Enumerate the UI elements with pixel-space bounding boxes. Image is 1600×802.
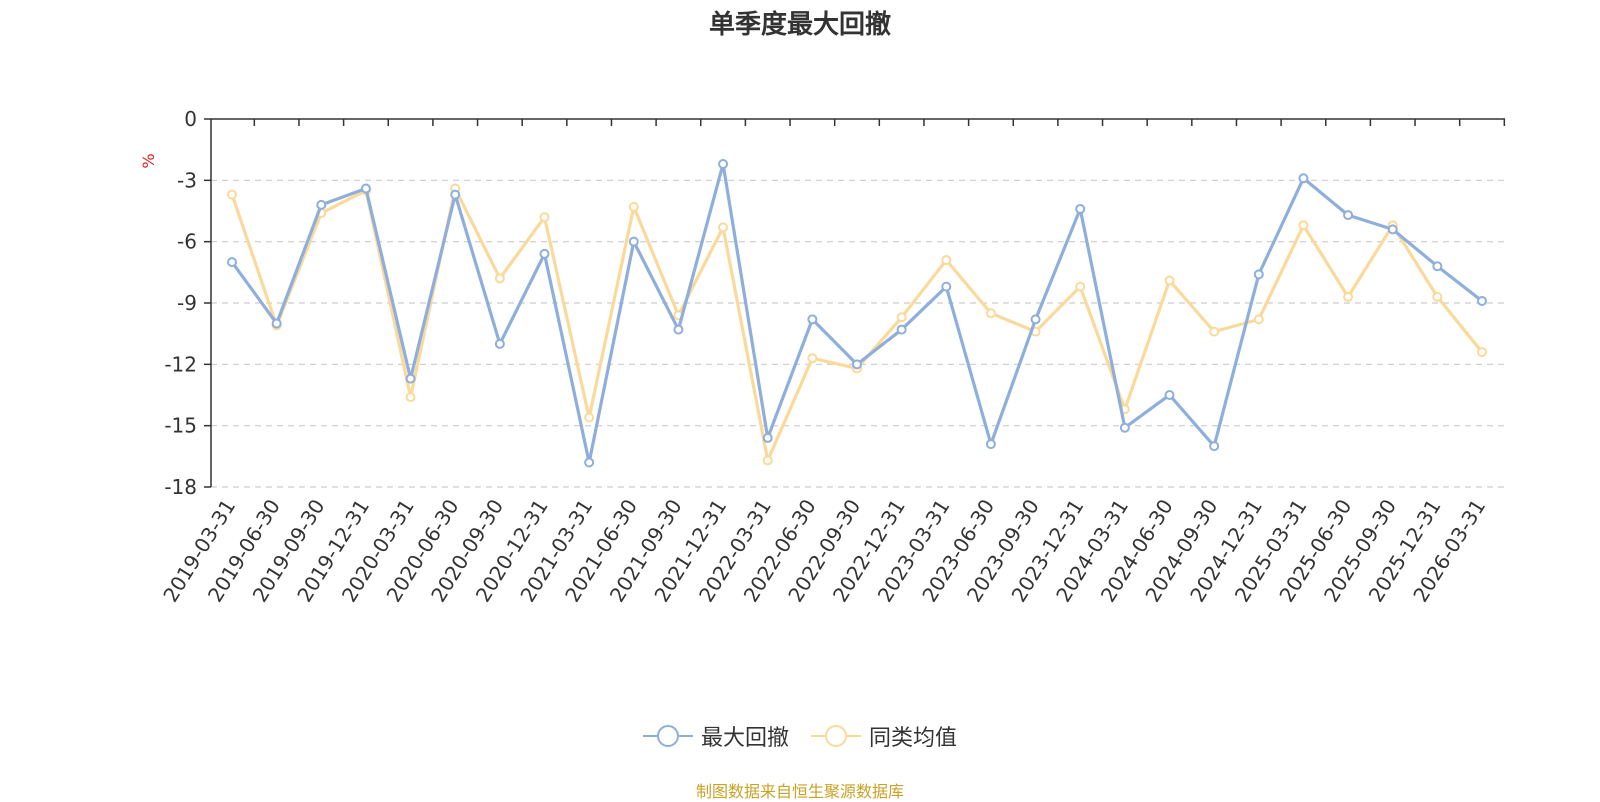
data-point [227, 257, 237, 268]
legend-swatch-marker [825, 725, 847, 747]
legend: 最大回撤 同类均值 [0, 720, 1600, 752]
y-tick-label: -15 [164, 414, 197, 438]
legend-label: 同类均值 [869, 726, 958, 751]
data-point [1387, 224, 1398, 235]
series-lines [227, 158, 1487, 468]
data-point [1075, 281, 1086, 292]
y-tick-label: -9 [177, 291, 197, 315]
legend-swatch [811, 725, 861, 747]
data-point [762, 455, 773, 466]
data-point [1119, 422, 1130, 433]
data-point [896, 312, 907, 323]
data-point [450, 189, 461, 200]
series-1 [227, 158, 1487, 468]
grid-lines [211, 179, 1505, 488]
chart-title: 单季度最大回撤 [708, 10, 891, 40]
data-point [539, 212, 550, 223]
y-tick-label: -18 [164, 475, 197, 499]
data-point [762, 432, 773, 443]
data-point [1164, 390, 1175, 400]
series-2 [227, 183, 1487, 466]
data-point [405, 392, 416, 403]
data-point [1343, 291, 1354, 302]
data-point [316, 199, 327, 210]
data-point [852, 359, 862, 370]
data-point [1432, 261, 1443, 272]
data-point [1477, 347, 1487, 358]
data-point [807, 353, 818, 364]
data-point [985, 439, 996, 450]
data-point [1298, 173, 1309, 184]
legend-swatch [642, 725, 693, 747]
data-point [494, 273, 505, 284]
data-point [941, 281, 952, 292]
data-point [628, 201, 639, 212]
data-point [1477, 295, 1487, 306]
data-point [1075, 203, 1086, 214]
data-point [1164, 275, 1175, 286]
legend-swatch-marker [656, 725, 679, 747]
data-point [539, 248, 550, 259]
data-point [1030, 314, 1041, 325]
data-point [1209, 326, 1220, 337]
data-point [360, 183, 371, 194]
data-point [1343, 210, 1354, 221]
data-point [1253, 269, 1264, 280]
y-axis-label: % [139, 153, 158, 168]
data-point [718, 222, 729, 233]
data-point [1298, 220, 1309, 231]
data-point [405, 373, 416, 384]
y-tick-label: -6 [177, 230, 197, 254]
data-point [1432, 291, 1443, 302]
series-line [230, 162, 1483, 465]
legend-item[interactable]: 同类均值 [811, 720, 957, 752]
legend-item[interactable]: 最大回撤 [642, 720, 789, 752]
data-point [628, 236, 639, 247]
legend-label: 最大回撤 [700, 726, 789, 751]
data-point [494, 338, 505, 349]
series-line [230, 186, 1484, 463]
data-point [584, 412, 595, 423]
data-point [1209, 441, 1220, 452]
data-point [718, 158, 729, 169]
data-point [227, 189, 237, 200]
y-tick-label: -3 [177, 168, 197, 192]
source-note: 制图数据来自恒生聚源数据库 [695, 782, 904, 801]
data-point [673, 324, 684, 335]
data-point [807, 314, 818, 325]
y-tick-label: -12 [164, 352, 197, 376]
data-point [896, 324, 907, 335]
data-point [271, 318, 282, 329]
data-point [1253, 314, 1264, 325]
data-point [941, 255, 952, 266]
data-point [584, 457, 595, 468]
y-tick-label: 0 [184, 107, 197, 131]
data-point [985, 308, 996, 319]
